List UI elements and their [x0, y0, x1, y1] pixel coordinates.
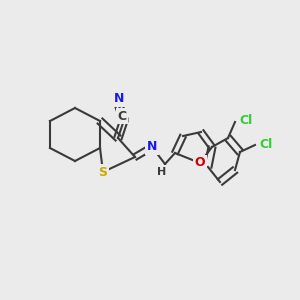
Text: Cl: Cl — [259, 139, 272, 152]
Text: C: C — [117, 110, 127, 122]
Text: Cl: Cl — [239, 113, 252, 127]
Text: H: H — [158, 167, 166, 177]
Text: O: O — [195, 157, 205, 169]
Text: S: S — [98, 166, 107, 178]
Text: N: N — [114, 92, 124, 106]
Text: N: N — [147, 140, 157, 154]
